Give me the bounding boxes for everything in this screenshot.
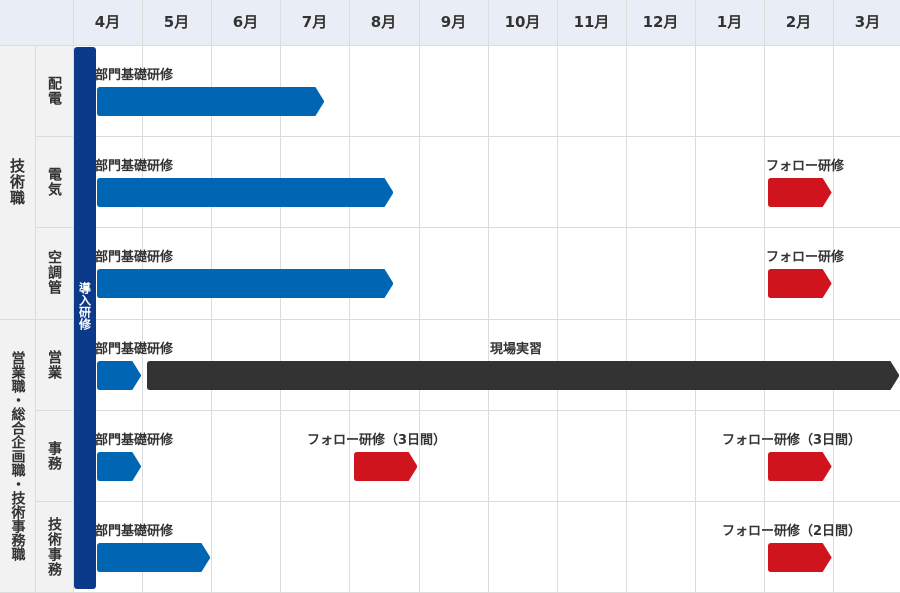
department-label: 技術事務: [46, 516, 62, 577]
grid-vline: [764, 0, 765, 592]
basic-training-bar: [96, 269, 394, 298]
grid-vline: [419, 0, 420, 592]
bar-label: 現場実習: [490, 342, 543, 357]
category-label: 技術職: [8, 158, 26, 206]
grid-vline: [35, 45, 36, 592]
department-label: 空調管: [46, 250, 62, 295]
follow-training-bar: [768, 452, 833, 481]
grid-vline: [557, 0, 558, 592]
intro-training-bar: 導入研修: [74, 47, 96, 589]
grid-vline: [695, 0, 696, 592]
grid-hline: [35, 410, 900, 411]
bar-label: フォロー研修: [766, 250, 845, 265]
bar-label: フォロー研修: [766, 159, 845, 174]
month-label: 10月: [504, 13, 541, 31]
department-label: 事務: [46, 440, 62, 471]
month-label: 4月: [94, 13, 121, 31]
follow-training-bar: [353, 452, 418, 481]
department-label: 電気: [46, 166, 62, 197]
grid-vline: [626, 0, 627, 592]
follow-training-bar: [768, 543, 833, 572]
bar-label: 部門基礎研修: [95, 524, 174, 539]
month-label: 6月: [232, 13, 259, 31]
bar-label: フォロー研修（2日間）: [722, 524, 862, 539]
bar-label: フォロー研修（3日間）: [722, 433, 862, 448]
month-label: 2月: [785, 13, 812, 31]
month-label: 12月: [642, 13, 679, 31]
department-label: 配電: [46, 75, 62, 106]
basic-training-bar: [96, 543, 211, 572]
bar-label: 部門基礎研修: [95, 68, 174, 83]
bar-label: 部門基礎研修: [95, 342, 174, 357]
month-label: 3月: [854, 13, 881, 31]
month-label: 5月: [163, 13, 190, 31]
basic-training-bar: [96, 452, 142, 481]
grid-vline: [833, 0, 834, 592]
month-label: 9月: [440, 13, 467, 31]
grid-hline: [35, 501, 900, 502]
month-label: 8月: [370, 13, 397, 31]
bar-label: フォロー研修（3日間）: [307, 433, 447, 448]
grid-hline: [35, 136, 900, 137]
bar-label: 部門基礎研修: [95, 433, 174, 448]
grid-vline: [73, 0, 74, 592]
month-label: 7月: [301, 13, 328, 31]
grid-hline: [35, 227, 900, 228]
month-label: 11月: [573, 13, 610, 31]
grid-hline: [0, 45, 900, 46]
basic-training-bar: [96, 87, 325, 116]
month-label: 1月: [716, 13, 743, 31]
onsite-training-bar: [146, 361, 899, 390]
grid-vline: [488, 0, 489, 592]
grid-hline: [0, 319, 900, 320]
follow-training-bar: [768, 178, 833, 207]
month-header: [0, 0, 900, 45]
bar-label: 部門基礎研修: [95, 250, 174, 265]
category-label: 営業職・総合企画職・技術事務職: [9, 351, 26, 561]
basic-training-bar: [96, 178, 394, 207]
intro-training-label: 導入研修: [77, 282, 92, 330]
bar-label: 部門基礎研修: [95, 159, 174, 174]
follow-training-bar: [768, 269, 833, 298]
department-label: 営業: [46, 349, 62, 380]
basic-training-bar: [96, 361, 142, 390]
